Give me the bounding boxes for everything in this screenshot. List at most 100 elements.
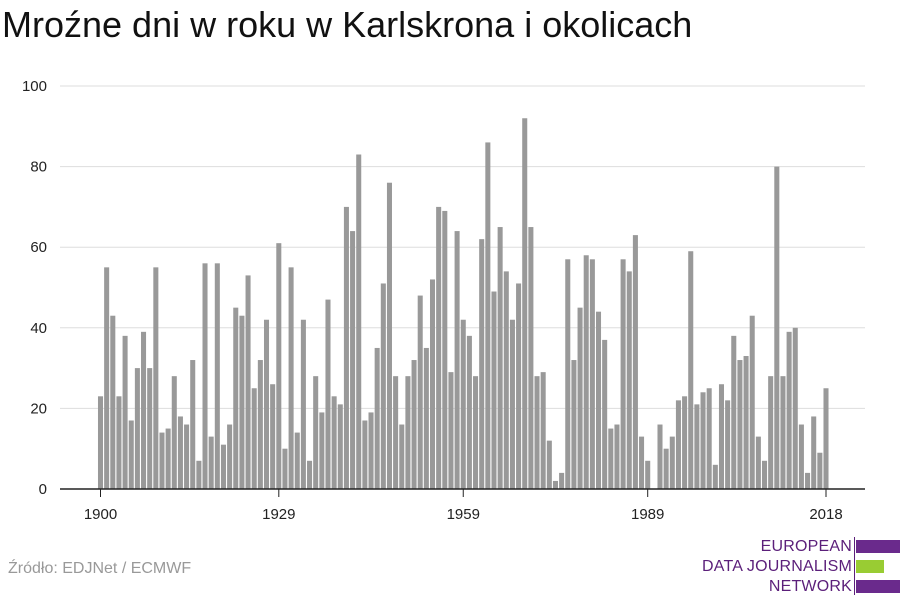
bar-1980 xyxy=(589,259,595,489)
bar-2015 xyxy=(805,472,811,489)
bar-2006 xyxy=(749,315,755,489)
bar-1917 xyxy=(202,263,208,489)
bar-1928 xyxy=(270,384,276,489)
bar-1925 xyxy=(251,388,257,489)
logo-line-2: DATA JOURNALISM xyxy=(702,558,852,575)
bar-1942 xyxy=(356,154,362,489)
bar-1975 xyxy=(559,472,565,489)
bar-1939 xyxy=(337,404,343,489)
bar-1987 xyxy=(632,235,638,489)
bar-1913 xyxy=(177,416,183,489)
edjnet-logo: EUROPEAN DATA JOURNALISM NETWORK xyxy=(690,537,900,597)
bar-2009 xyxy=(768,376,774,489)
bar-1964 xyxy=(491,291,497,489)
bar-1937 xyxy=(325,299,331,489)
bar-1956 xyxy=(442,210,448,489)
logo-bar-1 xyxy=(856,540,900,553)
bar-1963 xyxy=(485,142,491,490)
bar-1919 xyxy=(214,263,220,489)
y-tick-label-100: 100 xyxy=(22,78,47,95)
bar-1986 xyxy=(626,271,632,489)
bar-1973 xyxy=(546,440,552,489)
bar-1969 xyxy=(522,118,528,490)
bars xyxy=(97,118,829,490)
bar-1946 xyxy=(380,283,386,489)
bar-1959 xyxy=(460,319,466,489)
bar-1929 xyxy=(276,243,282,489)
logo-bar-2 xyxy=(856,560,884,573)
bar-1984 xyxy=(614,424,620,489)
bar-1957 xyxy=(448,372,454,489)
bar-2018 xyxy=(823,388,829,489)
bar-1977 xyxy=(571,360,577,489)
bar-1971 xyxy=(534,376,540,489)
bar-1945 xyxy=(374,347,380,489)
bar-1994 xyxy=(675,400,681,489)
bar-2004 xyxy=(737,360,743,489)
bar-1933 xyxy=(300,319,306,489)
bar-1940 xyxy=(343,206,349,489)
bar-1908 xyxy=(147,368,153,489)
source-note: Źródło: EDJNet / ECMWF xyxy=(8,560,192,577)
bar-1947 xyxy=(386,182,392,489)
bar-1954 xyxy=(429,279,436,489)
bar-1962 xyxy=(479,239,485,489)
bar-1922 xyxy=(233,307,239,489)
bar-2002 xyxy=(725,400,731,489)
bar-1949 xyxy=(399,424,405,489)
bar-1966 xyxy=(503,271,509,489)
bar-2013 xyxy=(792,327,798,489)
bar-1909 xyxy=(153,267,159,489)
bar-1985 xyxy=(620,259,626,489)
bar-1907 xyxy=(141,331,147,489)
bar-1921 xyxy=(227,424,233,489)
bar-1960 xyxy=(466,335,472,489)
bar-2011 xyxy=(780,376,786,489)
bar-1931 xyxy=(288,267,294,489)
logo-line-1: EUROPEAN xyxy=(760,538,852,555)
bar-2017 xyxy=(817,452,823,489)
bar-1988 xyxy=(639,436,645,489)
y-tick-label-60: 60 xyxy=(30,239,47,256)
bar-1982 xyxy=(602,339,608,489)
bar-1952 xyxy=(417,295,423,489)
bar-1995 xyxy=(682,396,688,489)
logo-line-3: NETWORK xyxy=(768,578,852,595)
bar-1923 xyxy=(239,315,245,489)
bar-1938 xyxy=(331,396,337,489)
bar-2008 xyxy=(761,460,768,489)
bar-1965 xyxy=(497,227,503,490)
bar-1903 xyxy=(116,396,122,489)
bar-1989 xyxy=(645,460,651,489)
bar-1904 xyxy=(122,335,128,489)
bar-1932 xyxy=(294,432,300,489)
bar-2010 xyxy=(774,166,780,489)
bar-2016 xyxy=(811,416,817,489)
bar-1901 xyxy=(104,267,110,489)
bar-1979 xyxy=(583,255,589,489)
bar-2014 xyxy=(798,424,804,489)
chart-title: Mroźne dni w roku w Karlskrona i okolica… xyxy=(2,4,693,45)
logo-divider xyxy=(854,537,855,595)
bar-1935 xyxy=(313,376,319,489)
bar-2005 xyxy=(743,356,749,489)
bar-1970 xyxy=(528,227,534,490)
bar-1976 xyxy=(565,259,571,489)
x-tick-label-1959: 1959 xyxy=(447,506,480,523)
bar-1992 xyxy=(663,448,669,489)
y-tick-label-40: 40 xyxy=(30,320,47,337)
bar-1991 xyxy=(657,424,663,489)
bar-1999 xyxy=(706,388,712,489)
bar-1934 xyxy=(307,460,313,489)
bar-1943 xyxy=(362,420,368,489)
bar-1955 xyxy=(436,206,442,489)
bar-1953 xyxy=(423,347,429,489)
axes: 0 20 40 60 80 100 1900 1929 1959 1989 2018 xyxy=(22,78,865,523)
bar-2003 xyxy=(731,335,737,489)
bar-1920 xyxy=(220,444,226,489)
bar-1967 xyxy=(509,319,515,489)
logo-bar-3 xyxy=(856,580,900,593)
bar-1944 xyxy=(368,412,374,489)
bar-1998 xyxy=(700,392,706,489)
